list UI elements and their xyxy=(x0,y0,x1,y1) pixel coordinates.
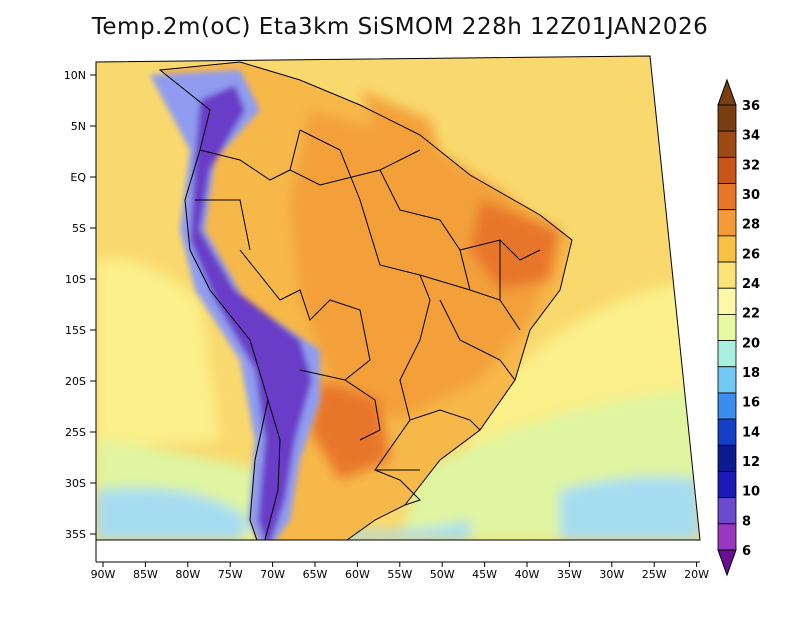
colorbar-label: 32 xyxy=(742,158,760,173)
border-brazil-west xyxy=(299,129,431,471)
colorbar-segment xyxy=(717,261,737,289)
border-brazil-states-e xyxy=(459,249,471,291)
colorbar-label: 12 xyxy=(742,455,760,470)
lon-tick-label: 30W xyxy=(599,568,624,581)
border-ecuador-peru xyxy=(195,199,251,251)
colorbar-segment xyxy=(717,523,737,551)
colorbar-segment xyxy=(717,471,737,499)
colorbar-segment xyxy=(717,183,737,211)
colorbar-segment xyxy=(717,130,737,158)
border-argentina-chile xyxy=(264,399,281,540)
colorbar-label: 26 xyxy=(742,247,760,262)
colorbar-label: 22 xyxy=(742,307,760,322)
lat-tick-label: 35S xyxy=(65,528,86,541)
lon-tick-label: 45W xyxy=(472,568,497,581)
colorbar-label: 34 xyxy=(742,129,760,144)
lat-tick-label: 10N xyxy=(64,69,86,82)
lat-tick-label: 5S xyxy=(72,222,86,235)
colorbar-segment xyxy=(717,314,737,341)
lon-tick-label: 70W xyxy=(260,568,285,581)
border-uruguay xyxy=(374,469,421,506)
lon-tick-label: 75W xyxy=(218,568,243,581)
colorbar-label: 30 xyxy=(742,188,760,203)
colorbar-bottom-arrow xyxy=(717,549,737,577)
lon-tick-label: 65W xyxy=(303,568,328,581)
colorbar-label: 36 xyxy=(742,99,760,114)
colorbar-label: 24 xyxy=(742,277,760,292)
ocean-atlantic-coldest-patch xyxy=(560,476,700,540)
colorbar-segment xyxy=(717,418,737,446)
border-brazil-states-b xyxy=(419,274,521,331)
land-northeast-hottest xyxy=(470,200,560,290)
lat-tick-label: 30S xyxy=(65,477,86,490)
colorbar: 36 34 32 30 28 26 24 22 20 18 16 14 12 10 8 6 xyxy=(717,78,760,577)
colorbar-label: 20 xyxy=(742,336,760,351)
map-title: Temp.2m(oC) Eta3km SiSMOM 228h 12Z01JAN2… xyxy=(91,14,709,40)
colorbar-segment xyxy=(717,392,737,420)
lon-tick-label: 35W xyxy=(557,568,582,581)
lon-tick-label: 40W xyxy=(515,568,540,581)
lon-tick-label: 60W xyxy=(345,568,370,581)
colorbar-top-arrow xyxy=(717,78,737,106)
colorbar-segment xyxy=(717,497,737,525)
lon-tick-label: 85W xyxy=(133,568,158,581)
lat-tick-label: 10S xyxy=(65,273,86,286)
colorbar-label: 10 xyxy=(742,485,760,500)
lat-tick-label: 15S xyxy=(65,324,86,337)
lon-tick-label: 80W xyxy=(175,568,200,581)
land-chaco-hottest xyxy=(310,380,390,480)
lon-tick-label: 90W xyxy=(91,568,116,581)
longitude-axis: 90W 85W 80W 75W 70W 65W 60W 55W 50W 45W 40W 35W 30W 2… xyxy=(91,561,709,581)
lon-tick-label: 20W xyxy=(684,568,709,581)
border-brazil-states-c xyxy=(439,299,516,381)
border-bolivia-paraguay xyxy=(344,379,381,441)
lat-tick-label: 20S xyxy=(65,375,86,388)
border-colombia-ecuador xyxy=(199,149,291,181)
colorbar-segment xyxy=(717,156,737,184)
border-brazil-north xyxy=(289,129,421,186)
political-borders xyxy=(158,61,573,540)
lon-tick-label: 55W xyxy=(387,568,412,581)
colorbar-label: 16 xyxy=(742,396,760,411)
lon-tick-label: 50W xyxy=(430,568,455,581)
lon-tick-label: 25W xyxy=(642,568,667,581)
colorbar-segment xyxy=(717,287,737,315)
colorbar-segment xyxy=(717,366,737,394)
colorbar-segment xyxy=(717,340,737,368)
border-brazil-states-d xyxy=(409,409,481,431)
colorbar-label: 8 xyxy=(742,514,751,529)
colorbar-segment xyxy=(717,235,737,263)
lat-tick-label: 5N xyxy=(71,120,86,133)
colorbar-label: 6 xyxy=(742,544,751,559)
border-peru-bolivia xyxy=(239,249,371,381)
lat-tick-label: EQ xyxy=(70,171,86,184)
colorbar-segment xyxy=(717,104,737,132)
colorbar-segment xyxy=(717,209,737,237)
lat-tick-label: 25S xyxy=(65,426,86,439)
andes-cold-core xyxy=(190,85,312,540)
colorbar-label: 14 xyxy=(742,425,760,440)
map-domain xyxy=(96,56,700,540)
ocean-far-south-coldest xyxy=(96,488,250,540)
colorbar-label: 28 xyxy=(742,218,760,233)
colorbar-label: 18 xyxy=(742,366,760,381)
latitude-axis: 10N 5N EQ 5S 10S 15S 20S 25S 30S 35S xyxy=(64,62,97,562)
ocean-pacific-cool xyxy=(96,258,220,450)
colorbar-segment xyxy=(717,444,737,472)
